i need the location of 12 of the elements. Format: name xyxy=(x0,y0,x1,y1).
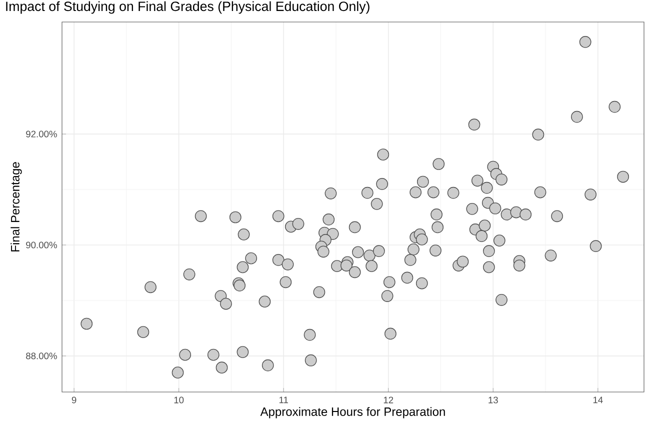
y-tick-label: 88.00% xyxy=(26,352,57,360)
x-tick-label: 11 xyxy=(279,396,288,404)
x-tick-label: 14 xyxy=(593,396,603,404)
chart-title: Impact of Studying on Final Grades (Physical Education Only) xyxy=(6,1,370,14)
x-axis-title: Approximate Hours for Preparation xyxy=(260,407,445,418)
x-tick-label: 12 xyxy=(384,396,394,404)
y-axis-title: Final Percentage xyxy=(10,162,22,252)
x-tick-label: 9 xyxy=(72,396,76,404)
y-tick-label: 90.00% xyxy=(26,242,57,248)
x-tick-label: 13 xyxy=(488,396,498,404)
y-tick-label: 92.00% xyxy=(26,130,57,138)
x-tick-label: 10 xyxy=(174,396,184,404)
